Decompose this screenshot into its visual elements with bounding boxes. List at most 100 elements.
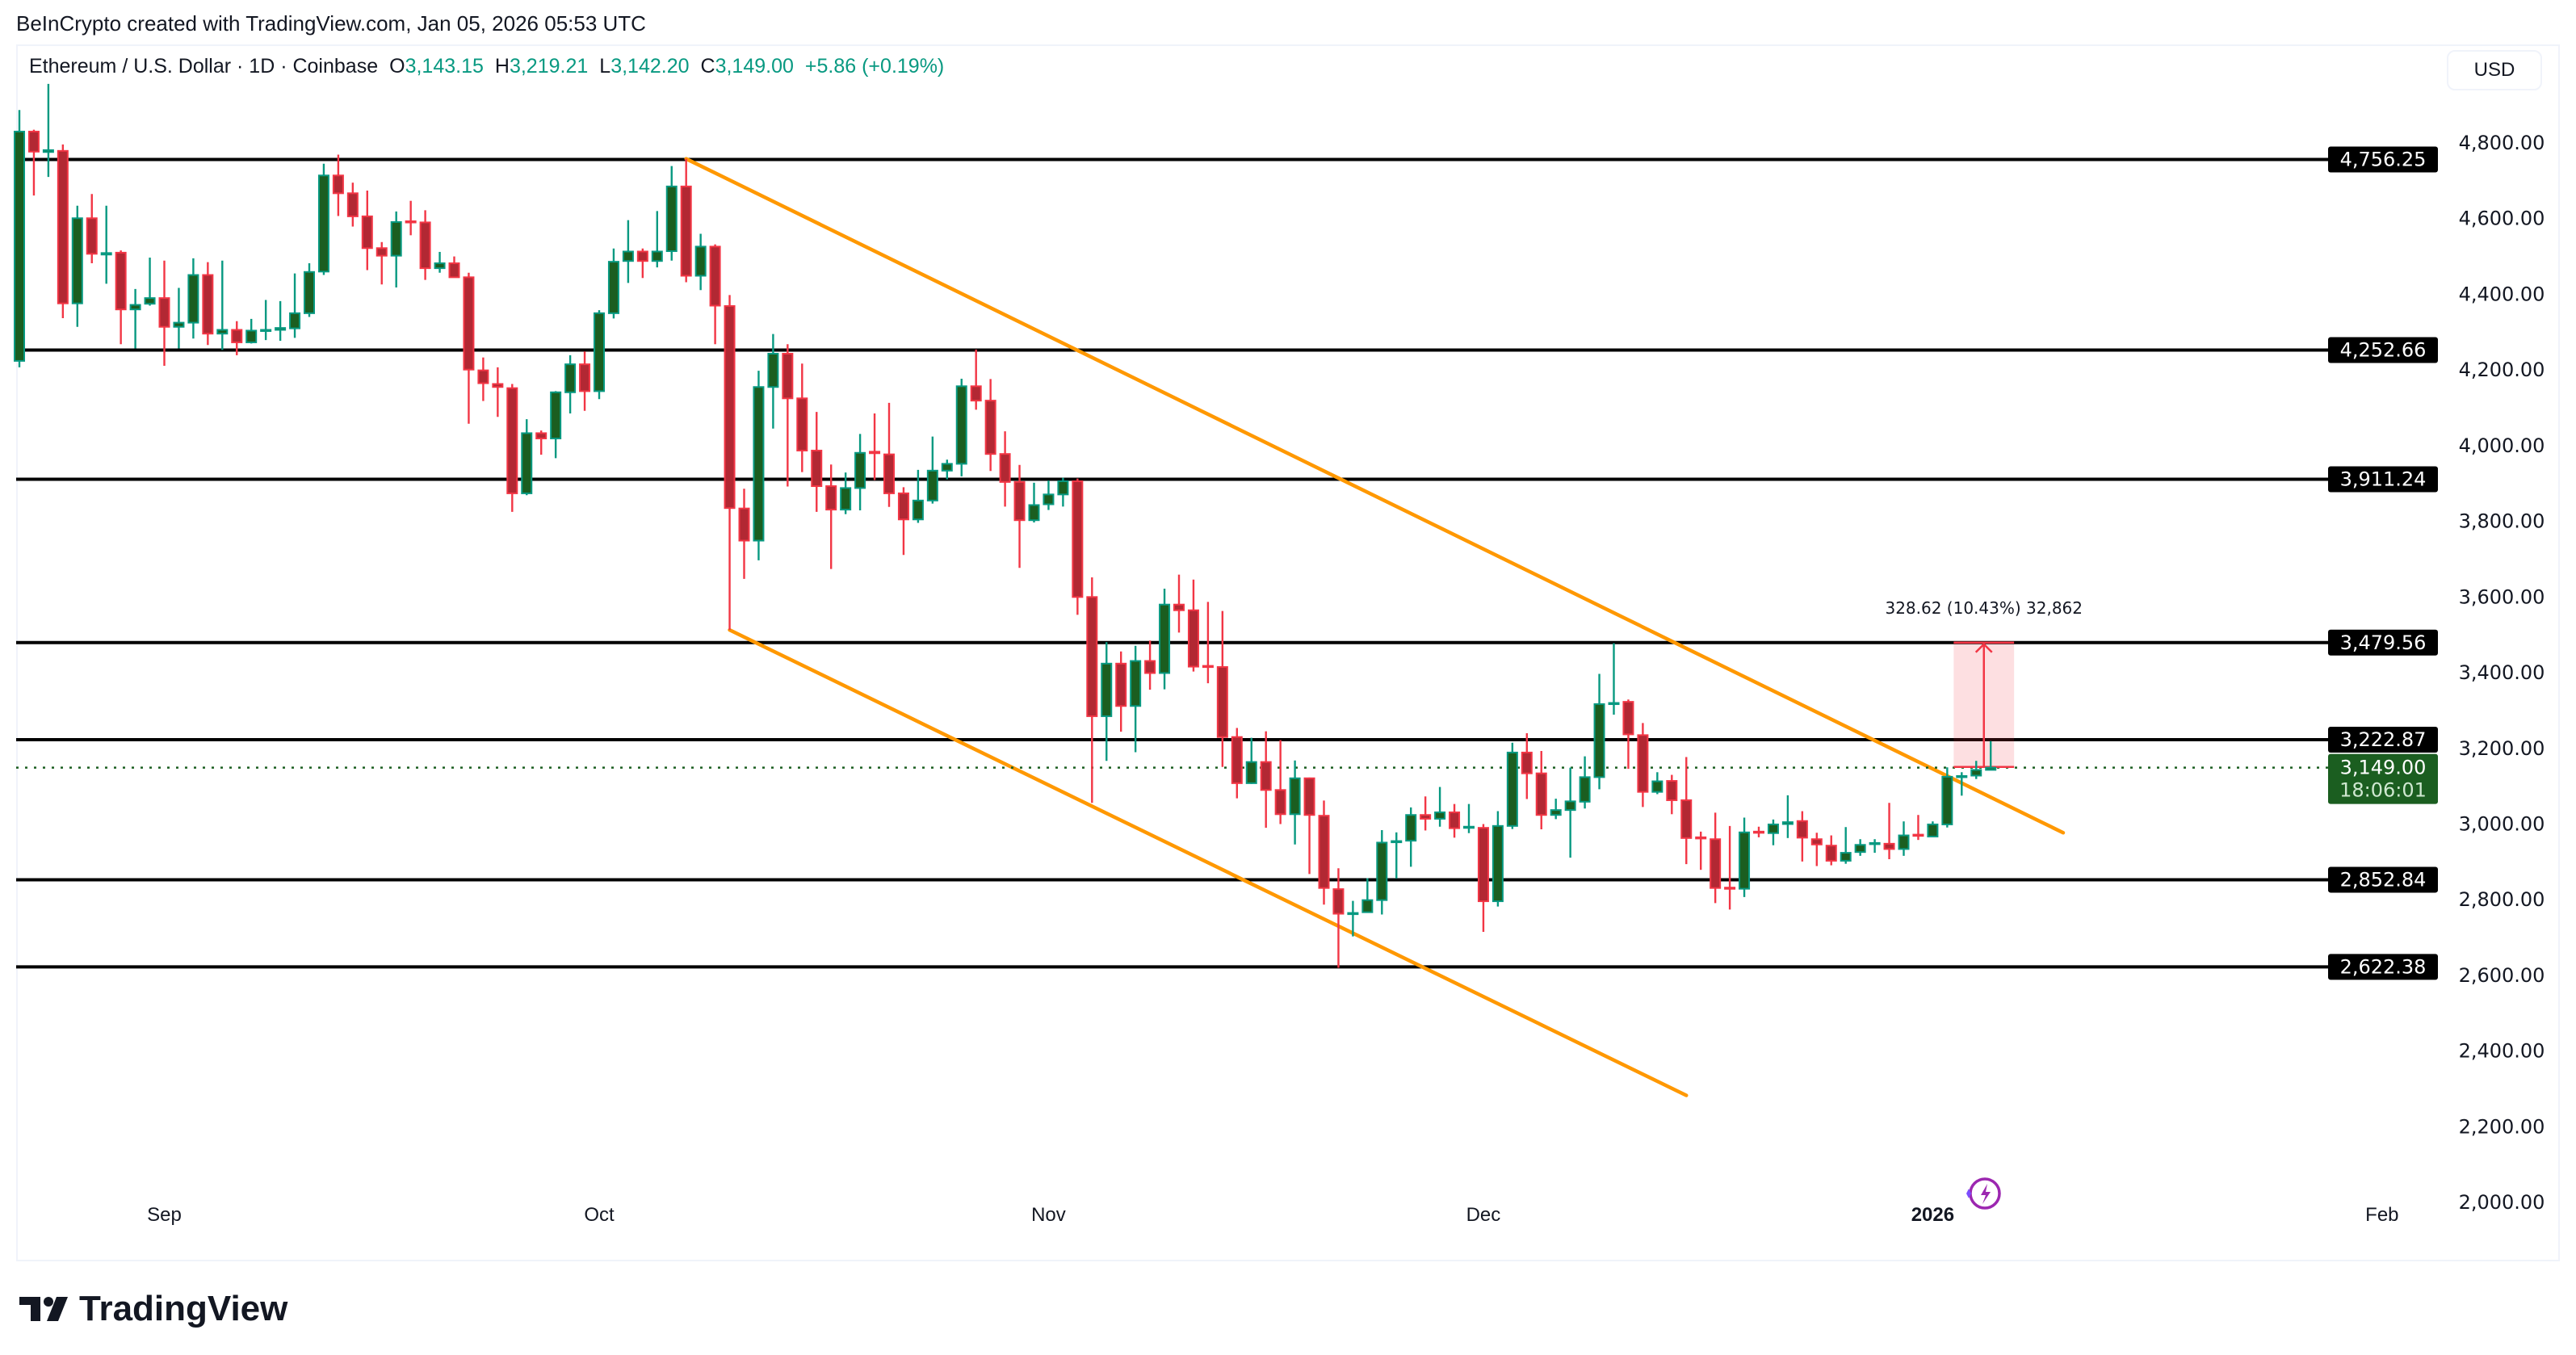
- candle-down[interactable]: [796, 363, 808, 472]
- candle-up[interactable]: [1781, 795, 1794, 838]
- candle-up[interactable]: [1985, 740, 1997, 771]
- candle-up[interactable]: [1159, 589, 1171, 690]
- candle-up[interactable]: [1941, 767, 1953, 828]
- candle-down[interactable]: [1013, 464, 1026, 568]
- candle-down[interactable]: [1724, 825, 1736, 910]
- candle-down[interactable]: [724, 295, 736, 631]
- candle-down[interactable]: [1202, 602, 1214, 684]
- candle-up[interactable]: [607, 248, 619, 319]
- candle-up[interactable]: [1289, 760, 1301, 845]
- candle-up[interactable]: [665, 166, 678, 261]
- candle-up[interactable]: [1245, 737, 1257, 784]
- trendline[interactable]: [684, 157, 2066, 835]
- candle-down[interactable]: [579, 351, 591, 411]
- candle-up[interactable]: [1970, 761, 1982, 779]
- candle-up[interactable]: [1434, 787, 1446, 827]
- candle-up[interactable]: [912, 469, 924, 523]
- candle-down[interactable]: [1216, 610, 1228, 767]
- candle-up[interactable]: [854, 434, 866, 511]
- candle-down[interactable]: [1796, 811, 1808, 862]
- candle-down[interactable]: [405, 200, 417, 236]
- candle-up[interactable]: [390, 211, 402, 288]
- symbol-title[interactable]: Ethereum / U.S. Dollar · 1D · Coinbase: [29, 55, 379, 78]
- candle-down[interactable]: [57, 144, 69, 318]
- candle-down[interactable]: [1825, 835, 1837, 866]
- candle-down[interactable]: [1260, 731, 1272, 829]
- candle-down[interactable]: [1680, 757, 1693, 865]
- candle-up[interactable]: [1898, 821, 1910, 856]
- candle-down[interactable]: [115, 250, 127, 345]
- candle-up[interactable]: [1391, 832, 1403, 879]
- candle-up[interactable]: [173, 287, 185, 349]
- candle-up[interactable]: [1550, 799, 1562, 820]
- candle-down[interactable]: [1187, 579, 1199, 672]
- candle-up[interactable]: [1405, 807, 1417, 867]
- candle-up[interactable]: [434, 251, 446, 273]
- candle-down[interactable]: [375, 241, 388, 285]
- candle-down[interactable]: [1710, 812, 1722, 904]
- candle-down[interactable]: [984, 379, 996, 472]
- candle-up[interactable]: [289, 273, 301, 338]
- candle-up[interactable]: [941, 459, 953, 480]
- candle-down[interactable]: [1622, 699, 1634, 770]
- candle-up[interactable]: [753, 371, 765, 560]
- candle-down[interactable]: [782, 344, 794, 487]
- candle-down[interactable]: [1666, 774, 1678, 815]
- candle-up[interactable]: [129, 288, 141, 349]
- candle-up[interactable]: [926, 436, 938, 504]
- candle-down[interactable]: [86, 194, 98, 264]
- candle-down[interactable]: [1695, 831, 1707, 870]
- candle-down[interactable]: [1420, 796, 1432, 831]
- candle-down[interactable]: [535, 430, 548, 455]
- candle-up[interactable]: [1057, 477, 1069, 507]
- candle-up[interactable]: [1463, 803, 1475, 833]
- candle-down[interactable]: [231, 321, 243, 355]
- candle-up[interactable]: [550, 391, 562, 459]
- candle-down[interactable]: [999, 431, 1011, 507]
- candle-up[interactable]: [1376, 829, 1388, 915]
- candle-up[interactable]: [622, 220, 634, 283]
- candle-down[interactable]: [680, 158, 692, 283]
- candle-down[interactable]: [811, 412, 823, 512]
- candle-up[interactable]: [1608, 643, 1620, 715]
- candle-down[interactable]: [1144, 640, 1156, 690]
- candle-up[interactable]: [1347, 900, 1359, 937]
- candle-up[interactable]: [216, 260, 229, 350]
- candle-down[interactable]: [492, 367, 504, 417]
- candle-down[interactable]: [463, 272, 475, 424]
- candle-down[interactable]: [1449, 803, 1461, 838]
- candle-down[interactable]: [738, 489, 750, 579]
- candle-up[interactable]: [1869, 839, 1881, 854]
- candle-up[interactable]: [1739, 817, 1751, 897]
- candle-down[interactable]: [1318, 800, 1330, 905]
- candle-up[interactable]: [564, 354, 577, 414]
- candle-down[interactable]: [1912, 815, 1924, 841]
- candle-up[interactable]: [1028, 482, 1040, 523]
- candle-up[interactable]: [1927, 821, 1939, 837]
- candle-up[interactable]: [1043, 480, 1055, 510]
- candle-down[interactable]: [202, 262, 214, 346]
- candle-down[interactable]: [1521, 733, 1533, 799]
- candle-up[interactable]: [1767, 819, 1779, 845]
- candle-down[interactable]: [1753, 826, 1764, 837]
- trendline[interactable]: [728, 627, 1689, 1097]
- candle-down[interactable]: [825, 464, 837, 569]
- candle-down[interactable]: [27, 129, 40, 196]
- candle-up[interactable]: [304, 263, 315, 317]
- candle-up[interactable]: [651, 211, 663, 268]
- candle-up[interactable]: [245, 318, 258, 344]
- candle-up[interactable]: [187, 258, 199, 339]
- candle-up[interactable]: [317, 163, 329, 275]
- candle-down[interactable]: [1303, 777, 1315, 875]
- candle-up[interactable]: [594, 310, 605, 400]
- candle-up[interactable]: [1564, 767, 1576, 858]
- candle-up[interactable]: [1101, 642, 1113, 761]
- candle-down[interactable]: [1332, 868, 1345, 968]
- candle-down[interactable]: [1086, 577, 1098, 803]
- candle-down[interactable]: [448, 256, 460, 279]
- candle-up[interactable]: [1130, 645, 1142, 753]
- candle-up[interactable]: [1506, 742, 1518, 829]
- candle-down[interactable]: [897, 487, 909, 556]
- candle-down[interactable]: [1072, 478, 1084, 615]
- candle-up[interactable]: [260, 300, 272, 341]
